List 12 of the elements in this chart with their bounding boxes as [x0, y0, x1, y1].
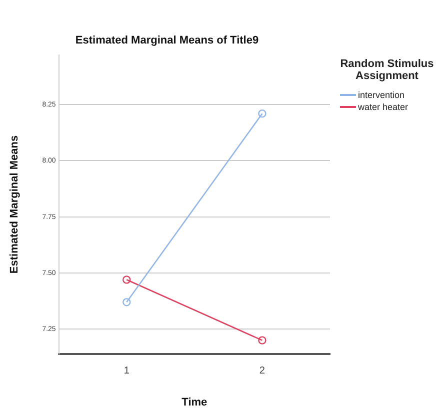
point	[122, 298, 131, 306]
x-axis-title: Time	[182, 396, 208, 408]
y-axis-title: Estimated Marginal Means	[8, 135, 21, 274]
legend-title: Random Stimulus Assignment	[340, 58, 434, 82]
point	[258, 109, 266, 118]
x-tick-label: 2	[259, 366, 266, 377]
point	[258, 336, 266, 344]
legend-label: intervention	[358, 90, 405, 100]
x-tick-label: 1	[124, 366, 130, 377]
chart-title: Estimated Marginal Means of Title9	[75, 34, 259, 47]
legend-label: water heater	[358, 102, 408, 112]
point	[122, 276, 131, 284]
